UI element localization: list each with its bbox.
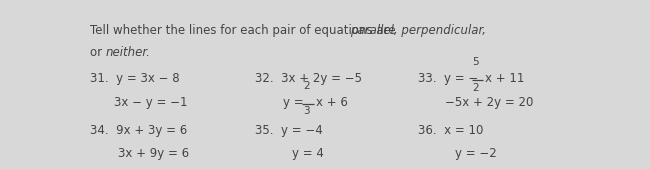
Text: Tell whether the lines for each pair of equations are: Tell whether the lines for each pair of …: [90, 24, 400, 37]
Text: or: or: [90, 46, 106, 59]
Text: 3: 3: [303, 106, 309, 116]
Text: 33.  y = −: 33. y = −: [418, 72, 478, 85]
Text: 31.  y = 3x − 8: 31. y = 3x − 8: [90, 72, 180, 85]
Text: x + 11: x + 11: [486, 72, 525, 85]
Text: 35.  y = −4: 35. y = −4: [255, 124, 323, 137]
Text: neither.: neither.: [106, 46, 151, 59]
Text: 36.  x = 10: 36. x = 10: [418, 124, 483, 137]
Text: 32.  3x + 2y = −5: 32. 3x + 2y = −5: [255, 72, 362, 85]
Text: 3x − y = −1: 3x − y = −1: [114, 96, 188, 109]
Text: x + 6: x + 6: [316, 96, 348, 109]
Text: −5x + 2y = 20: −5x + 2y = 20: [445, 96, 534, 109]
Text: parallel, perpendicular,: parallel, perpendicular,: [350, 24, 486, 37]
Text: 3x + 9y = 6: 3x + 9y = 6: [118, 147, 189, 160]
Text: 2: 2: [303, 81, 309, 91]
Text: y =: y =: [283, 96, 307, 109]
Text: y = −2: y = −2: [454, 147, 497, 160]
Text: 5: 5: [472, 57, 479, 67]
Text: y = 4: y = 4: [292, 147, 324, 160]
Text: 34.  9x + 3y = 6: 34. 9x + 3y = 6: [90, 124, 188, 137]
Text: 2: 2: [472, 83, 479, 93]
